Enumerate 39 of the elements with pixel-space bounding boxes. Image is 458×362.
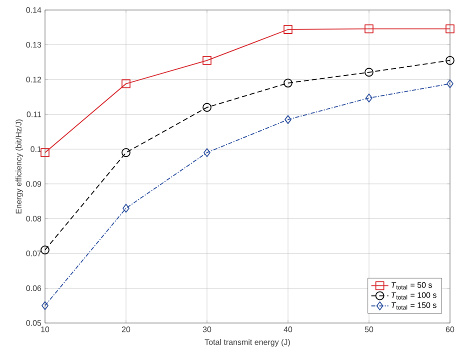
x-tick-label: 60 (446, 326, 454, 332)
x-axis-title: Total transmit energy (J) (204, 339, 290, 347)
y-tick-label: 0.09 (26, 181, 42, 187)
point (202, 56, 212, 65)
point (204, 148, 210, 158)
x-tick-label: 20 (122, 326, 130, 332)
point (42, 301, 48, 310)
y-tick-label: 0.1 (30, 146, 42, 152)
y-tick-label: 0.05 (26, 320, 42, 326)
point (284, 78, 292, 88)
point (284, 115, 292, 124)
point (364, 24, 374, 34)
point (446, 56, 454, 65)
y-tick-label: 0.06 (26, 285, 42, 292)
x-tick-label: 30 (202, 326, 212, 332)
point (446, 79, 454, 88)
point (40, 148, 50, 158)
x-tick-label: 50 (364, 326, 374, 332)
point (446, 24, 454, 34)
y-tick-label: 0.08 (26, 216, 42, 222)
y-axis-title: Energy efficiency (bit/Hz/J) (16, 120, 24, 214)
point (202, 102, 212, 112)
y-tick-label: 0.12 (26, 76, 42, 82)
point (122, 204, 130, 213)
y-tick-label: 0.11 (26, 112, 42, 118)
legend-label: T$_{total}$ = 50 s (392, 282, 432, 290)
y-tick-label: 0.14 (26, 7, 42, 13)
x-tick-label: 10 (41, 326, 50, 332)
point (366, 94, 372, 102)
point (122, 79, 130, 88)
point (40, 246, 50, 254)
point (122, 148, 130, 158)
point (364, 68, 374, 77)
legend-label: T$_{total}$ = 100 s (392, 292, 436, 300)
point (284, 25, 292, 34)
y-tick-label: 0.07 (26, 250, 42, 256)
legend-label: T$_{total}$ = 150 s (392, 302, 436, 310)
y-tick-label: 0.13 (26, 42, 42, 48)
x-tick-label: 40 (284, 326, 292, 332)
